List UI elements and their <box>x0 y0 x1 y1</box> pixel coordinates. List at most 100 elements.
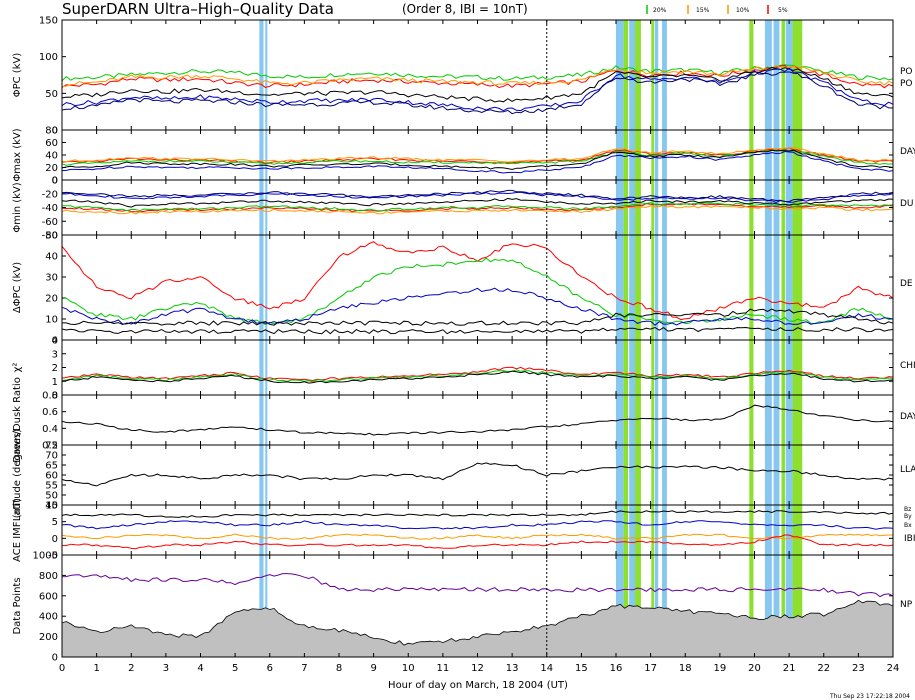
highlight-bands <box>259 20 803 657</box>
y-tick-label-imf-2: 5 <box>52 517 58 528</box>
y-tick-label-latitude-2: 55 <box>45 481 58 492</box>
y-label-data-points: Data Points <box>12 577 23 634</box>
x-tick-label-15: 15 <box>575 663 588 674</box>
series-latitude-0 <box>61 462 894 487</box>
y-tick-label-latitude-6: 75 <box>45 441 58 452</box>
y-tick-label-chi-3: 3 <box>52 349 58 360</box>
right-label-po-1: PO <box>900 67 913 77</box>
series-imf-1 <box>61 520 894 530</box>
y-tick-label-phi-min-0: -80 <box>42 231 58 242</box>
series-imf-0 <box>61 510 894 518</box>
x-tick-label-22: 22 <box>817 663 830 674</box>
x-tick-label-0: 0 <box>59 663 65 674</box>
y-tick-label-data-points-0: 0 <box>52 653 58 664</box>
band-11 <box>773 20 780 657</box>
x-tick-label-17: 17 <box>644 663 657 674</box>
x-tick-label-5: 5 <box>232 663 238 674</box>
band-6 <box>651 20 655 657</box>
y-label-latitude: Latitude (degrees) <box>12 429 23 521</box>
legend-label-5: 5% <box>778 7 788 14</box>
y-tick-label-latitude-4: 65 <box>45 461 58 472</box>
series-phi-max-4 <box>61 150 894 174</box>
y-label-imf: ACE IMF (nT) <box>12 498 23 562</box>
y-tick-label-ratio-2: 0.6 <box>42 407 58 418</box>
y-label-phi-min: Φmin (kV) <box>12 182 23 232</box>
x-tick-label-20: 20 <box>748 663 761 674</box>
x-tick-label-11: 11 <box>437 663 450 674</box>
y-tick-label-phi-pc-3: 150 <box>39 16 58 27</box>
x-tick-label-3: 3 <box>163 663 169 674</box>
y-label-ratio: Dawn/Dusk Ratio <box>12 377 23 463</box>
band-12 <box>781 20 785 657</box>
right-label-day: DAY <box>900 147 915 157</box>
series-phi-min-4 <box>62 191 894 204</box>
band-3 <box>623 20 629 657</box>
by-label: By <box>904 513 912 520</box>
y-tick-label-chi-4: 4 <box>52 336 58 347</box>
y-tick-label-data-points-1: 200 <box>39 632 58 643</box>
right-label-day-2: DAY <box>900 412 915 422</box>
y-tick-label-delta-phi-pc-5: 50 <box>45 231 58 242</box>
y-tick-label-ratio-1: 0.4 <box>42 424 58 435</box>
x-tick-label-4: 4 <box>197 663 203 674</box>
x-tick-label-10: 10 <box>402 663 415 674</box>
y-tick-label-delta-phi-pc-4: 40 <box>45 252 58 263</box>
y-tick-label-chi-1: 1 <box>52 377 58 388</box>
x-tick-label-18: 18 <box>679 663 692 674</box>
x-axis-label: Hour of day on March, 18 2004 (UT) <box>388 680 568 691</box>
timestamp: Thu Sep 23 17:22:18 2004 <box>829 693 910 700</box>
y-tick-label-phi-max-1: 20 <box>45 163 58 174</box>
right-label-ibi: IBI <box>904 534 915 544</box>
right-label-lla: LLA <box>900 465 915 475</box>
series-chi-2 <box>61 370 894 384</box>
series-phi-min-1 <box>62 202 894 212</box>
series-delta-phi-pc-2 <box>61 287 894 326</box>
y-tick-label-latitude-1: 50 <box>45 491 58 502</box>
band-2 <box>616 20 624 657</box>
y-tick-label-imf-1: 0 <box>52 534 58 545</box>
right-label-chi: CHI <box>900 361 915 371</box>
x-tick-label-2: 2 <box>128 663 134 674</box>
series-phi-pc-2 <box>61 65 894 88</box>
chart-title: SuperDARN Ultra–High–Quality Data <box>62 0 334 18</box>
y-tick-label-data-points-2: 400 <box>39 612 58 623</box>
y-tick-label-phi-pc-1: 50 <box>45 89 58 100</box>
panel-phi-min: -80 -60 -40 -20 0 Φmin (kV) <box>12 176 894 242</box>
y-tick-label-data-points-3: 600 <box>39 591 58 602</box>
y-tick-label-phi-max-3: 60 <box>45 138 58 149</box>
y-tick-label-ratio-0: 0.2 <box>42 441 58 452</box>
x-tick-label-9: 9 <box>370 663 376 674</box>
y-tick-label-delta-phi-pc-2: 20 <box>45 294 58 305</box>
y-tick-label-latitude-5: 70 <box>45 451 58 462</box>
series-data-points-0 <box>61 573 894 598</box>
bx-label: Bx <box>904 522 912 529</box>
x-tick-label-21: 21 <box>783 663 796 674</box>
x-tick-label-16: 16 <box>610 663 623 674</box>
y-tick-label-phi-pc-2: 100 <box>39 52 58 63</box>
legend-label-10: 10% <box>736 7 750 14</box>
series-data-points-1 <box>61 599 894 658</box>
y-tick-label-delta-phi-pc-3: 30 <box>45 273 58 284</box>
right-label-de: DE <box>900 279 913 289</box>
y-label-phi-pc: ΦPC (kV) <box>12 53 23 98</box>
panel-delta-phi-pc: 0 10 20 30 40 50 ΔΦPC (kV) <box>12 231 894 347</box>
y-tick-label-latitude-0: 45 <box>45 501 58 512</box>
threshold-legend: 20% 15% 10% 5% <box>646 5 788 14</box>
band-10 <box>764 20 772 657</box>
series-delta-phi-pc-1 <box>61 257 894 326</box>
x-tick-label-24: 24 <box>887 663 900 674</box>
series-phi-pc-5 <box>61 71 894 115</box>
right-label-du: DU <box>900 199 914 209</box>
x-tick-label-1: 1 <box>93 663 99 674</box>
y-tick-label-delta-phi-pc-1: 10 <box>45 315 58 326</box>
series-phi-min-3 <box>61 197 894 208</box>
panel-phi-pc: 0 50 100 150 ΦPC (kV) <box>12 16 894 137</box>
bz-label: Bz <box>904 506 911 513</box>
x-tick-label-13: 13 <box>506 663 519 674</box>
y-label-chi: χ² <box>12 363 23 373</box>
y-tick-label-imf-0: -5 <box>48 551 58 562</box>
y-tick-label-latitude-3: 60 <box>45 471 58 482</box>
